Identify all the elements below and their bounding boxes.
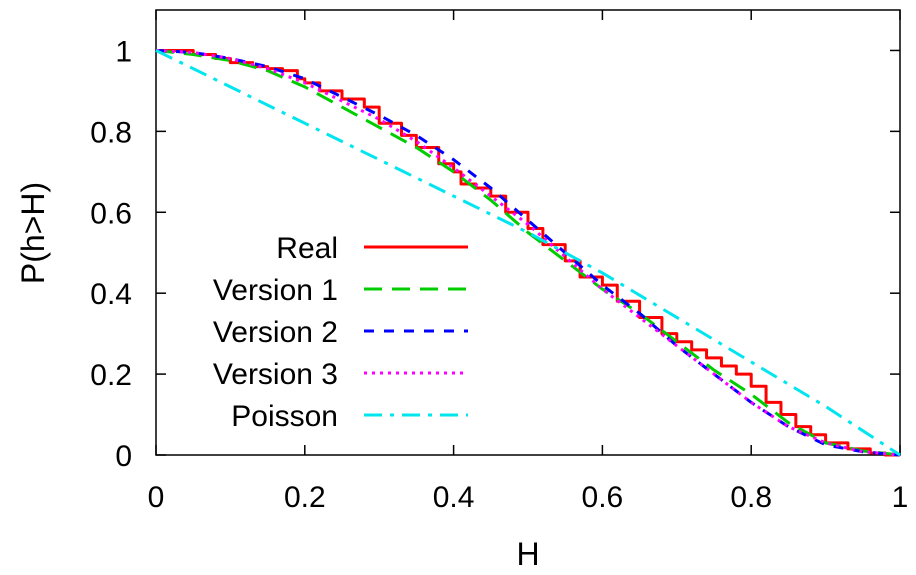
x-tick-label: 0.8 [730,481,772,514]
y-tick-label: 0.6 [90,197,132,230]
legend-label-version-2: Version 2 [213,316,338,349]
x-tick-label: 0.2 [284,481,326,514]
legend-label-real: Real [276,232,338,265]
legend-label-version-1: Version 1 [213,274,338,307]
x-tick-label: 1 [892,481,909,514]
x-tick-label: 0.4 [433,481,475,514]
series-line-poisson [155,49,901,457]
series-line-version-1 [155,48,901,457]
series-lines [155,48,901,457]
tick-marks [155,10,901,456]
plot-frame [155,9,901,456]
series-line-real [156,48,900,457]
x-tick-label: 0 [148,481,165,514]
legend-label-version-3: Version 3 [213,358,338,391]
legend: Real Version 1 Version 2 Version 3 Poisson [213,232,468,433]
tick-labels: 0 0.2 0.4 0.6 0.8 1 0 0.2 0.4 0.6 0.8 1 [90,35,908,514]
x-axis-label: H [516,536,539,572]
x-tick-label: 0.6 [582,481,624,514]
y-tick-label: 1 [115,35,132,68]
y-tick-label: 0.8 [90,116,132,149]
series-line-version-3 [155,48,901,457]
y-tick-label: 0.4 [90,278,132,311]
y-tick-label: 0.2 [90,359,132,392]
series-line-version-2 [155,48,901,457]
y-axis-label: P(h>H) [15,182,51,284]
legend-label-poisson: Poisson [231,400,338,433]
y-tick-label: 0 [115,440,132,473]
